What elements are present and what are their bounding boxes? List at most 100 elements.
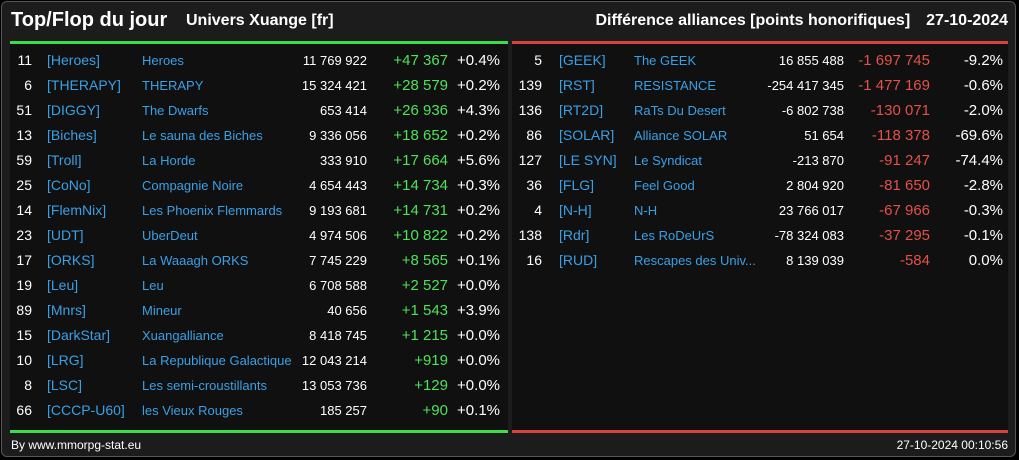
diff-cell: -81 650	[879, 177, 930, 194]
stat-label: Différence alliances [points honorifique…	[595, 12, 911, 29]
top-row: 51 [DIGGY] The Dwarfs 653 414 +26 936 +4.3%	[10, 98, 508, 123]
score-cell: 51 654	[804, 128, 844, 143]
diff-cell: +1 215	[401, 327, 448, 344]
score-cell: 8 418 745	[309, 328, 367, 343]
score-cell: 11 769 922	[302, 53, 367, 68]
alliance-tag-link[interactable]: [DIGGY]	[47, 102, 100, 118]
alliance-tag-link[interactable]: [SOLAR]	[559, 127, 615, 143]
alliance-tag-link[interactable]: [FLG]	[559, 177, 595, 193]
diff-cell: +28 579	[393, 77, 448, 94]
alliance-tag-link[interactable]: [DarkStar]	[47, 327, 111, 343]
alliance-tag-link[interactable]: [UDT]	[47, 227, 84, 243]
universe-label: Univers Xuange [fr]	[186, 12, 334, 29]
alliance-name-link[interactable]: La Waaagh ORKS	[142, 253, 249, 268]
alliance-name-link[interactable]: Le Syndicat	[634, 153, 702, 168]
percent-cell: +0.3%	[457, 177, 500, 194]
diff-cell: +14 731	[393, 202, 448, 219]
rank-cell: 66	[16, 402, 32, 418]
alliance-name-link[interactable]: les Vieux Rouges	[142, 403, 243, 418]
diff-cell: +14 734	[393, 177, 448, 194]
alliance-name-link[interactable]: Alliance SOLAR	[634, 128, 728, 143]
alliance-name-link[interactable]: Compagnie Noire	[142, 178, 244, 193]
alliance-name-link[interactable]: Leu	[142, 278, 164, 293]
alliance-tag-link[interactable]: [LRG]	[47, 352, 84, 368]
percent-cell: +0.0%	[457, 327, 500, 344]
date-label: 27-10-2024	[926, 12, 1008, 29]
rank-cell: 51	[16, 102, 32, 118]
alliance-tag-link[interactable]: [THERAPY]	[47, 77, 121, 93]
alliance-name-link[interactable]: UberDeut	[142, 228, 198, 243]
percent-cell: +0.2%	[457, 227, 500, 244]
alliance-tag-link[interactable]: [Rdr]	[559, 227, 590, 243]
score-cell: 15 324 421	[301, 78, 367, 93]
top-row: 19 [Leu] Leu 6 708 588 +2 527 +0.0%	[10, 273, 508, 298]
alliance-tag-link[interactable]: [FlemNix]	[47, 202, 107, 218]
alliance-tag-link[interactable]: [LSC]	[47, 377, 83, 393]
top-row: 66 [CCCP-U60] les Vieux Rouges 185 257 +90 +0…	[10, 398, 508, 423]
alliance-name-link[interactable]: La Horde	[142, 153, 196, 168]
rank-cell: 10	[16, 352, 32, 368]
score-cell: 653 414	[320, 103, 367, 118]
alliance-tag-link[interactable]: [ORKS]	[47, 252, 95, 268]
percent-cell: -0.1%	[963, 227, 1003, 244]
alliance-name-link[interactable]: THERAPY	[142, 78, 204, 93]
diff-cell: -1 477 169	[858, 77, 930, 94]
alliance-tag-link[interactable]: [RT2D]	[559, 102, 604, 118]
rank-cell: 138	[518, 227, 542, 243]
alliance-name-link[interactable]: N-H	[634, 203, 658, 218]
alliance-name-link[interactable]: RaTs Du Desert	[634, 103, 726, 118]
rank-cell: 139	[518, 77, 542, 93]
alliance-name-link[interactable]: The Dwarfs	[142, 103, 209, 118]
flop-row: 136 [RT2D] RaTs Du Desert -6 802 738 -130 07…	[512, 98, 1008, 123]
percent-cell: -2.8%	[963, 177, 1003, 194]
alliance-tag-link[interactable]: [Troll]	[47, 152, 82, 168]
score-cell: 7 745 229	[309, 253, 367, 268]
alliance-name-link[interactable]: La Republique Galactique	[142, 353, 292, 368]
alliance-name-link[interactable]: Le sauna des Biches	[142, 128, 263, 143]
alliance-tag-link[interactable]: [Leu]	[47, 277, 79, 293]
alliance-name-link[interactable]: Les semi-croustillants	[142, 378, 267, 393]
percent-cell: -9.2%	[963, 52, 1003, 69]
top-row: 10 [LRG] La Republique Galactique 12 043 21…	[10, 348, 508, 373]
rank-cell: 6	[24, 77, 32, 93]
score-cell: -78 324 083	[774, 228, 844, 243]
alliance-name-link[interactable]: Mineur	[142, 303, 182, 318]
flop-row: 86 [SOLAR] Alliance SOLAR 51 654 -118 378 -69…	[512, 123, 1008, 148]
alliance-tag-link[interactable]: [RST]	[559, 77, 595, 93]
percent-cell: -74.4%	[955, 152, 1003, 169]
alliance-name-link[interactable]: Feel Good	[634, 178, 695, 193]
score-cell: -254 417 345	[767, 78, 844, 93]
alliance-name-link[interactable]: The GEEK	[634, 53, 697, 68]
alliance-name-link[interactable]: Les Phoenix Flemmards	[142, 203, 283, 218]
alliance-name-link[interactable]: Les RoDeUrS	[634, 228, 715, 243]
score-cell: 23 766 017	[778, 203, 844, 218]
alliance-name-link[interactable]: Xuangalliance	[142, 328, 224, 343]
alliance-tag-link[interactable]: [Biches]	[47, 127, 97, 143]
score-cell: 16 855 488	[778, 53, 844, 68]
alliance-tag-link[interactable]: [GEEK]	[559, 52, 606, 68]
alliance-name-link[interactable]: Heroes	[142, 53, 184, 68]
alliance-name-link[interactable]: Rescapes des Univ...	[634, 253, 756, 268]
alliance-tag-link[interactable]: [LE SYN]	[559, 152, 617, 168]
diff-cell: +8 565	[401, 252, 448, 269]
diff-cell: +90	[422, 402, 448, 419]
top-row: 23 [UDT] UberDeut 4 974 506 +10 822 +0.2%	[10, 223, 508, 248]
flop-row: 16 [RUD] Rescapes des Univ... 8 139 039 -584…	[512, 248, 1008, 273]
footer-timestamp: 27-10-2024 00:10:56	[896, 438, 1008, 452]
alliance-tag-link[interactable]: [RUD]	[559, 252, 598, 268]
score-cell: 13 053 736	[301, 378, 367, 393]
rank-cell: 86	[526, 127, 542, 143]
top-panel: 11 [Heroes] Heroes 11 769 922 +47 367 +0.4% 6 […	[10, 41, 508, 433]
alliance-name-link[interactable]: RESISTANCE	[634, 78, 717, 93]
diff-cell: -130 071	[870, 102, 930, 119]
top-row: 11 [Heroes] Heroes 11 769 922 +47 367 +0.4%	[10, 48, 508, 73]
alliance-tag-link[interactable]: [CCCP-U60]	[47, 402, 125, 418]
rank-cell: 136	[518, 102, 542, 118]
percent-cell: +0.4%	[457, 52, 500, 69]
alliance-tag-link[interactable]: [Mnrs]	[47, 302, 86, 318]
alliance-tag-link[interactable]: [Heroes]	[47, 52, 100, 68]
flop-panel: 5 [GEEK] The GEEK 16 855 488 -1 697 745 -9.2%…	[512, 41, 1008, 433]
alliance-tag-link[interactable]: [N-H]	[559, 202, 592, 218]
flop-row: 138 [Rdr] Les RoDeUrS -78 324 083 -37 295 -0.…	[512, 223, 1008, 248]
alliance-tag-link[interactable]: [CoNo]	[47, 177, 91, 193]
